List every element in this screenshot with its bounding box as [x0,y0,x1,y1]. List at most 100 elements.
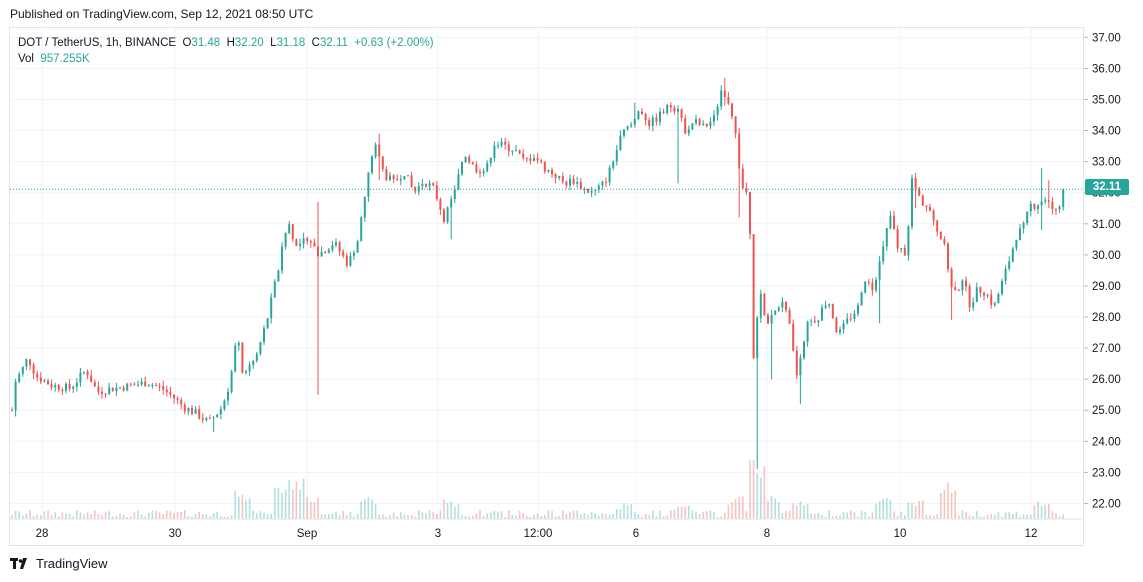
candle-body [655,117,658,122]
candle-body [903,248,906,256]
volume-bar [173,513,175,519]
candle-body [86,371,89,376]
candle-body [695,119,697,124]
price-tick-label: 27.00 [1092,343,1121,355]
volume-bar [846,512,848,519]
candle-body [93,382,96,387]
time-tick-label: 10 [894,528,907,540]
candle-body [461,162,463,175]
volume-bar [968,515,971,519]
legend-ohlc-row: DOT / TetherUS, 1h, BINANCE O31.48 H32.2… [18,35,434,51]
volume-bar [871,512,874,519]
candle-body [158,385,161,387]
volume-bar [1001,516,1003,519]
volume-bar [457,503,460,519]
candle-body [925,205,928,208]
footer-brand-name: TradingView [36,556,108,571]
volume-bar [626,505,629,519]
candle-body [875,279,877,291]
price-tick-label: 29.00 [1092,281,1121,293]
volume-bar [756,473,758,519]
volume-bar [526,515,528,519]
volume-bar [680,506,683,519]
volume-bar [947,482,949,519]
candle-body [309,241,312,243]
legend-change-value: +0.63 (+2.00%) [354,37,434,49]
volume-bar [461,515,463,519]
volume-bar [1012,513,1014,519]
candle-body [788,309,791,324]
candle-body [1047,200,1050,202]
volume-bar [130,516,132,519]
candle-body [533,157,535,161]
candle-body [561,176,564,182]
volume-bar [706,510,708,519]
candle-body [133,384,136,386]
candle-body [965,280,967,287]
candle-body [662,111,665,113]
volume-bar [14,510,17,519]
candle-body [248,364,251,372]
candle-body [687,129,690,134]
volume-bar [961,510,964,519]
volume-bar [101,515,103,519]
candle-body [302,238,305,244]
volume-bar [760,477,762,519]
volume-bar [792,503,794,519]
volume-bar [590,511,593,519]
volume-bar [698,514,701,519]
price-tick-label: 24.00 [1092,436,1121,448]
candle-body [381,156,384,170]
candle-body [709,121,712,127]
grid [10,28,1082,519]
volume-bar [918,500,920,519]
volume-bar [986,515,989,519]
candle-body [1062,189,1065,207]
footer-branding[interactable]: TradingView [10,556,108,571]
volume-bar [518,511,521,519]
candle-body [475,164,478,172]
candle-body [738,133,741,169]
time-tick-label: 6 [633,528,639,540]
volume-bar [133,511,136,519]
candle-body [911,178,913,227]
volume-bar [850,510,852,519]
candle-body [983,292,985,296]
volume-bar [479,510,481,519]
price-tick-label: 22.00 [1092,498,1121,510]
candle-body [997,294,1000,304]
volume-bar [904,515,906,519]
volume-bar [191,516,193,519]
volume-bar [317,497,319,519]
volume-bar [950,492,953,519]
candle-body [731,103,733,117]
legend-close-label: C [311,37,320,49]
candle-body [659,111,661,122]
volume-bar [313,502,316,519]
volume-bar [943,489,946,519]
candle-body [515,150,517,152]
candle-body [173,394,175,399]
candle-body [702,123,705,126]
candle-body [633,118,636,125]
candle-body [543,162,546,172]
candle-body [576,182,579,184]
candle-body [367,172,370,197]
volume-bar [670,510,672,519]
volume-bar [900,511,902,519]
candle-body [615,150,618,162]
candle-body [1008,261,1011,269]
candle-body [363,196,366,218]
volume-bar [263,512,265,519]
candle-body [572,178,575,184]
volume-bar [745,511,748,519]
candle-body [853,313,856,320]
price-tick-label: 36.00 [1092,63,1121,75]
volume-bar [1033,505,1036,519]
volume-bar [659,510,661,519]
candle-body [619,135,622,151]
volume-bar [162,514,164,519]
candle-body [914,178,917,189]
legend-close-value: 32.11 [319,37,348,49]
